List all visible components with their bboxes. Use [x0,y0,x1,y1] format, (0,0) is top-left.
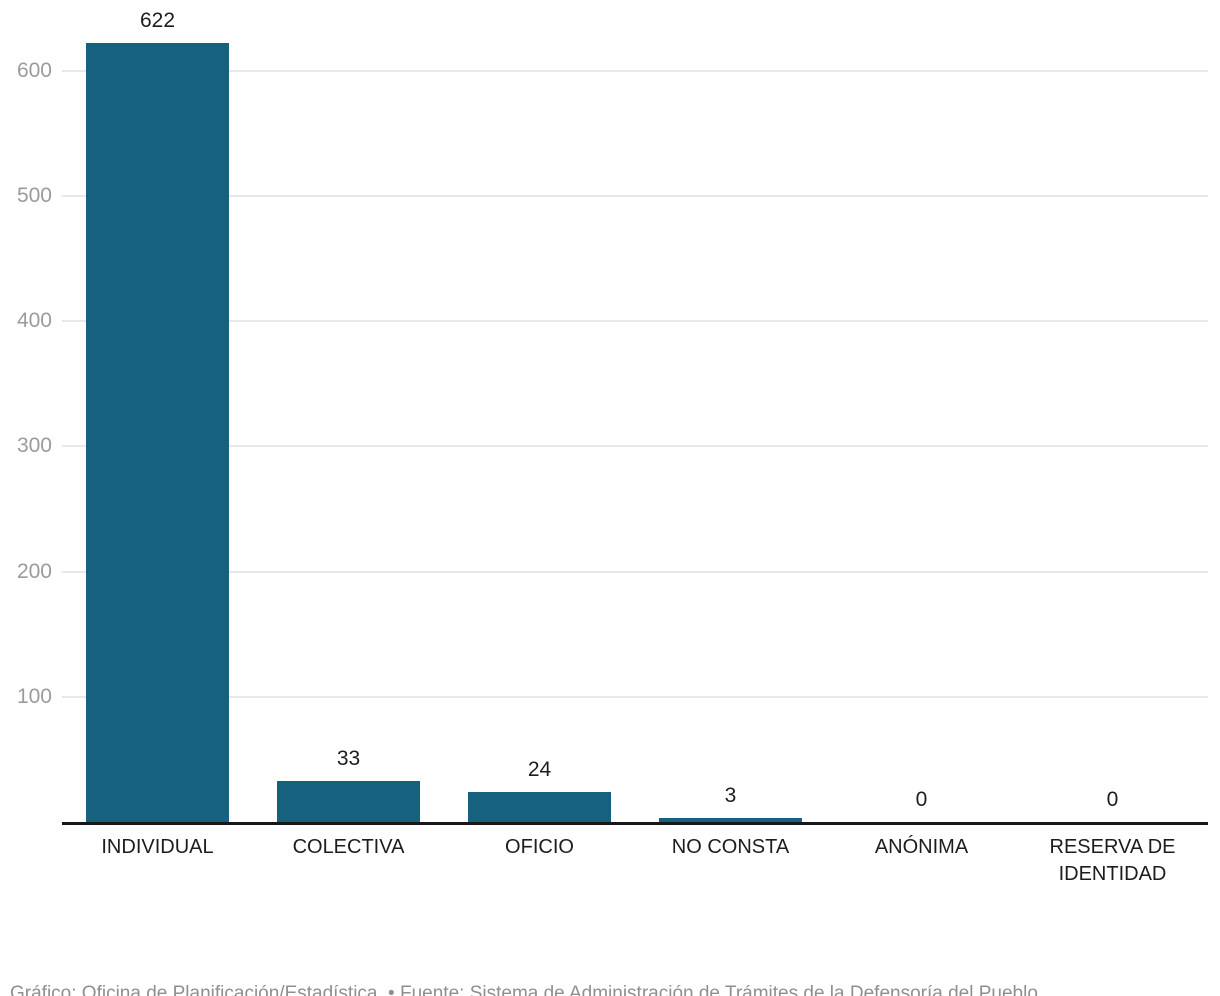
gridline-100 [62,695,1208,698]
bar-value-label: 24 [527,757,552,781]
bar-oficio [468,791,611,822]
x-axis-category-label: NO CONSTA [671,836,790,858]
gridline-300 [62,445,1208,448]
x-axis-category-label: ANÓNIMA [874,836,969,858]
bar-value-label: 0 [915,788,928,811]
y-axis-tick-label: 200 [16,559,52,583]
gridline-400 [62,320,1208,323]
bar-value-label: 622 [139,9,176,33]
gridline-500 [62,195,1208,197]
y-axis-tick-label: 500 [16,184,52,207]
plot-area: 100 200 300 400 500 600 622 INDIVIDUAL 33 COLECTI… [16,9,1208,885]
y-axis-tick-label: 600 [16,58,52,82]
y-axis-tick-label: 300 [16,434,52,458]
bar-value-label: 3 [724,784,737,808]
footer-credit-line-1: Gráfico: Oficina de Planificación/Estadí… [10,983,1038,996]
y-axis-tick-label: 400 [16,309,52,333]
bar-value-label: 0 [1106,788,1119,811]
y-axis-tick-label: 100 [16,684,52,708]
bar-individual [86,43,229,822]
x-axis-category-label: RESERVA DE IDENTIDAD [1049,836,1176,885]
x-axis-category-label: COLECTIVA [292,836,405,858]
gridline-600 [62,69,1208,72]
bar-colectiva [277,780,420,822]
x-axis-category-label: INDIVIDUAL [101,836,214,858]
footer-credit: Gráfico: Oficina de Planificación/Estadí… [10,929,1206,996]
gridline-200 [62,570,1208,573]
bar-no-consta [659,818,802,822]
bar-value-label: 33 [336,746,361,770]
x-axis-category-label: OFICIO [505,836,574,858]
x-axis-line [62,822,1208,825]
